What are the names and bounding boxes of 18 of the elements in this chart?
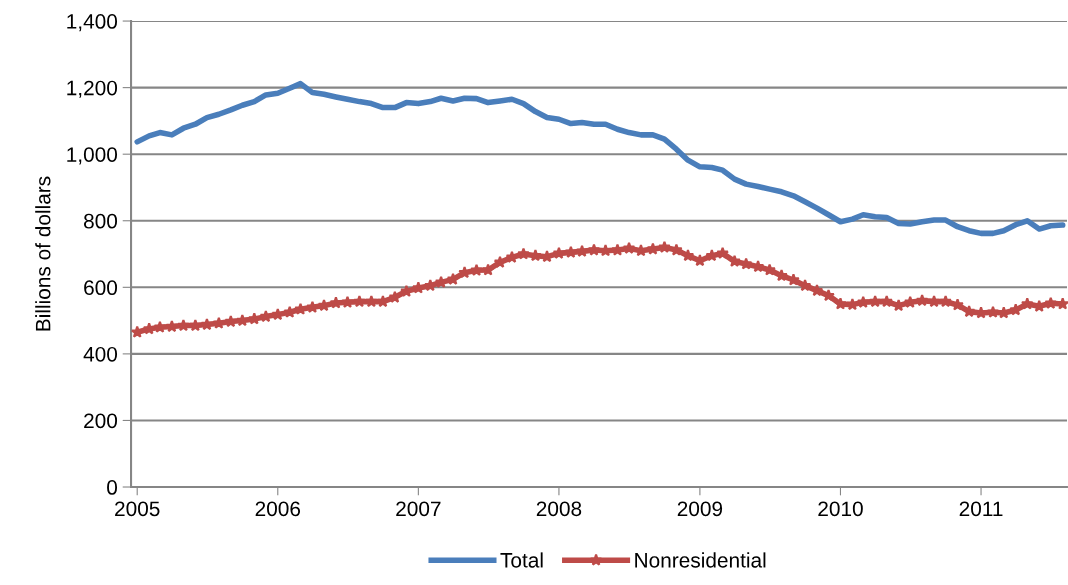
x-tick-label: 2009 (677, 501, 723, 517)
y-tick-label: 400 (83, 346, 118, 362)
legend-label: Nonresidential (635, 552, 766, 568)
y-tick-label: 1,200 (67, 80, 118, 98)
x-tick-label: 2007 (396, 501, 441, 517)
y-tick-label: 1,400 (67, 14, 118, 32)
x-tick-label: 2005 (115, 501, 160, 517)
y-tick-label: 800 (84, 213, 118, 229)
x-tick-label: 2006 (255, 501, 301, 517)
y-tick-label: 200 (84, 413, 118, 429)
x-tick-label: 2008 (536, 501, 582, 517)
y-tick-label: 1,000 (67, 147, 118, 165)
legend-label: Total (500, 552, 543, 568)
y-tick-label: 600 (84, 280, 118, 296)
y-tick-label: 0 (107, 480, 118, 495)
y-axis-title: Billions of dollars (35, 176, 51, 331)
x-tick-label: 2011 (959, 501, 1003, 517)
x-tick-label: 2010 (818, 501, 863, 517)
